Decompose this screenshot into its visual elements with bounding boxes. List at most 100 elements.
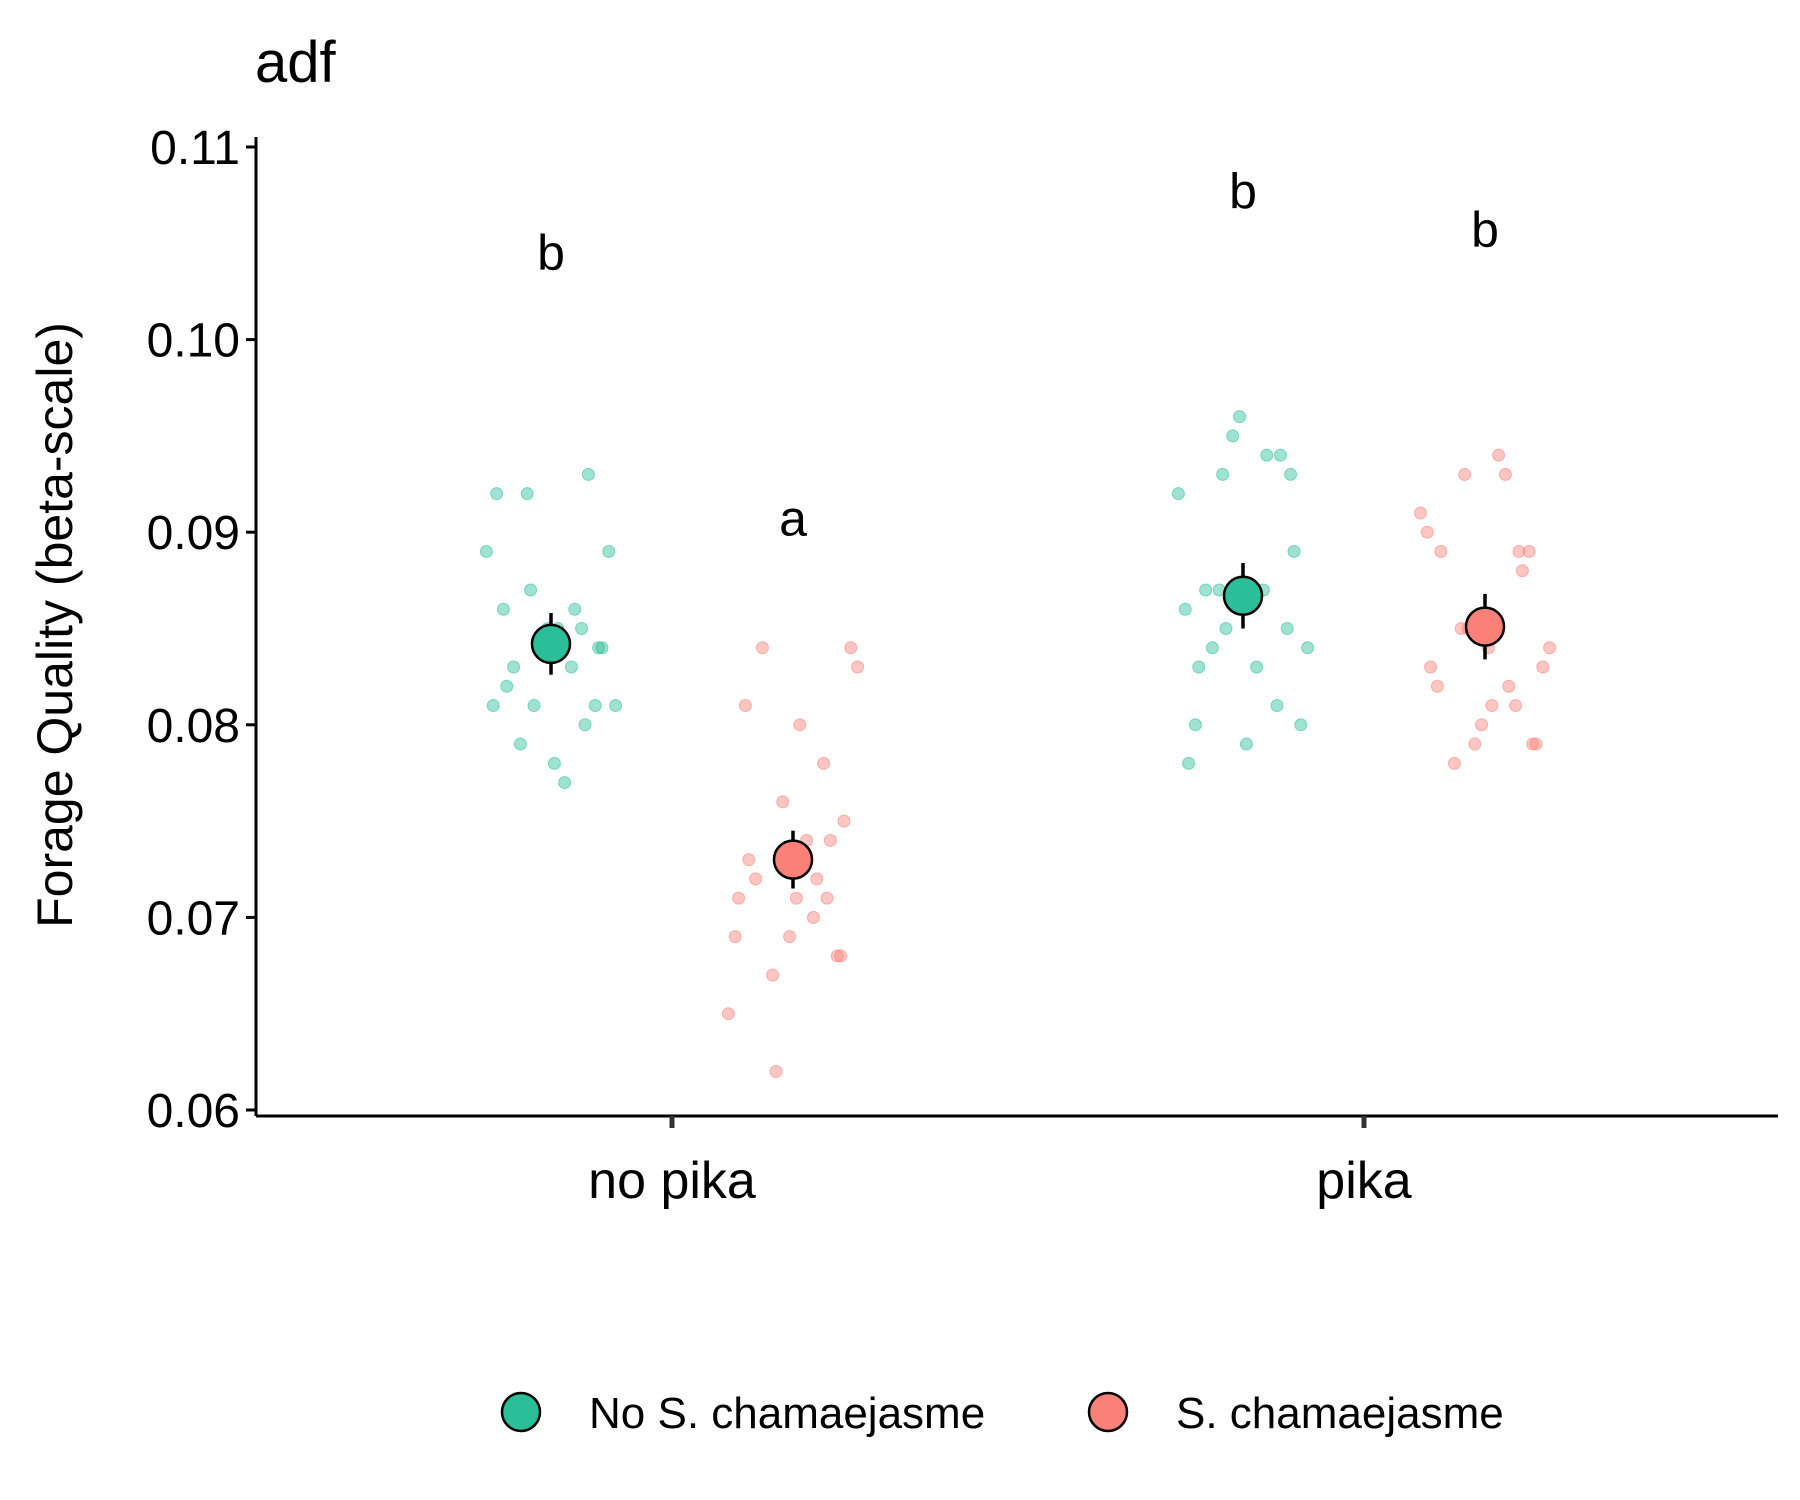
data-point: [581, 467, 595, 481]
legend-label: S. chamaejasme: [1176, 1389, 1504, 1438]
data-point: [609, 699, 623, 713]
data-point: [728, 930, 742, 944]
data-point: [479, 544, 493, 558]
data-point: [1216, 467, 1230, 481]
data-point: [1284, 467, 1298, 481]
data-point: [820, 891, 834, 905]
data-point: [1199, 583, 1213, 597]
data-point: [558, 776, 572, 790]
legend-marker: [1087, 1391, 1129, 1433]
mean-marker: [530, 623, 572, 665]
data-point: [830, 949, 844, 963]
data-point: [1270, 699, 1284, 713]
data-point: [1447, 756, 1461, 770]
data-point: [1205, 641, 1219, 655]
mean-marker: [772, 839, 814, 880]
significance-letter: b: [1471, 202, 1499, 258]
data-point: [789, 891, 803, 905]
data-point: [844, 641, 858, 655]
data-point: [742, 853, 756, 867]
data-point: [1420, 525, 1434, 539]
y-tick-label: 0.07: [147, 892, 240, 945]
data-point: [810, 872, 824, 886]
data-point: [1294, 718, 1308, 732]
data-point: [1512, 544, 1526, 558]
data-point: [595, 641, 609, 655]
data-point: [507, 660, 521, 674]
significance-letter: b: [1229, 163, 1257, 219]
data-point: [520, 487, 534, 501]
y-tick-label: 0.09: [147, 507, 240, 560]
data-point: [823, 833, 837, 847]
data-point: [749, 872, 763, 886]
data-point: [769, 1064, 783, 1078]
data-point: [755, 641, 769, 655]
plot-area: 0.06 0.07 0.08 0.09 0.10 0.11 no pika pika b b a b: [147, 122, 1778, 1210]
mean-marker: [1464, 606, 1506, 647]
data-point: [1536, 660, 1550, 674]
data-point: [1515, 564, 1529, 578]
data-point: [1475, 718, 1489, 732]
data-point: [1301, 641, 1315, 655]
data-point: [1260, 448, 1274, 462]
data-point: [578, 718, 592, 732]
data-point: [568, 602, 582, 616]
data-point: [1413, 506, 1427, 520]
data-point: [1188, 718, 1202, 732]
data-point: [1502, 679, 1516, 693]
data-point: [834, 949, 848, 963]
data-point: [721, 1007, 735, 1021]
mean-marker: [1222, 575, 1264, 617]
significance-letter: b: [537, 225, 565, 281]
data-point: [1492, 448, 1506, 462]
legend-label: No S. chamaejasme: [589, 1389, 985, 1438]
data-point: [806, 910, 820, 924]
data-point: [1529, 737, 1543, 751]
y-tick-label: 0.06: [147, 1085, 240, 1138]
data-point: [1434, 544, 1448, 558]
data-point: [1250, 660, 1264, 674]
legend: No S. chamaejasme S. chamaejasme: [500, 1389, 1504, 1438]
data-point: [1192, 660, 1206, 674]
data-point: [1171, 487, 1185, 501]
data-point: [783, 930, 797, 944]
data-point: [524, 583, 538, 597]
data-point: [1233, 410, 1247, 424]
data-point: [547, 756, 561, 770]
data-point: [490, 487, 504, 501]
data-point: [1509, 699, 1523, 713]
data-point: [486, 699, 500, 713]
data-point: [1522, 544, 1536, 558]
x-tick-label: pika: [1316, 1152, 1411, 1210]
data-point: [575, 622, 589, 635]
data-point: [732, 891, 746, 905]
data-point: [1526, 737, 1540, 751]
data-point: [1178, 602, 1192, 616]
data-point: [837, 814, 851, 828]
data-point: [588, 699, 602, 713]
data-point: [564, 660, 578, 674]
data-point: [592, 641, 606, 655]
y-axis-label: Forage Quality (beta-scale): [27, 322, 83, 928]
data-point: [527, 699, 541, 713]
data-point: [513, 737, 527, 751]
data-point: [1239, 737, 1253, 751]
data-point: [1287, 544, 1301, 558]
data-point: [793, 718, 807, 732]
data-point: [602, 544, 616, 558]
data-point: [1543, 641, 1557, 655]
data-point: [766, 968, 780, 982]
data-point: [496, 602, 510, 616]
data-point: [1219, 622, 1233, 635]
y-tick-label: 0.11: [150, 122, 240, 175]
data-point: [1458, 467, 1472, 481]
legend-marker: [500, 1391, 542, 1433]
data-point: [1182, 756, 1196, 770]
chart-title: adf: [255, 30, 337, 95]
significance-letter: a: [779, 491, 807, 547]
data-point: [1424, 660, 1438, 674]
y-tick-label: 0.08: [147, 700, 240, 753]
data-point: [1430, 679, 1444, 693]
